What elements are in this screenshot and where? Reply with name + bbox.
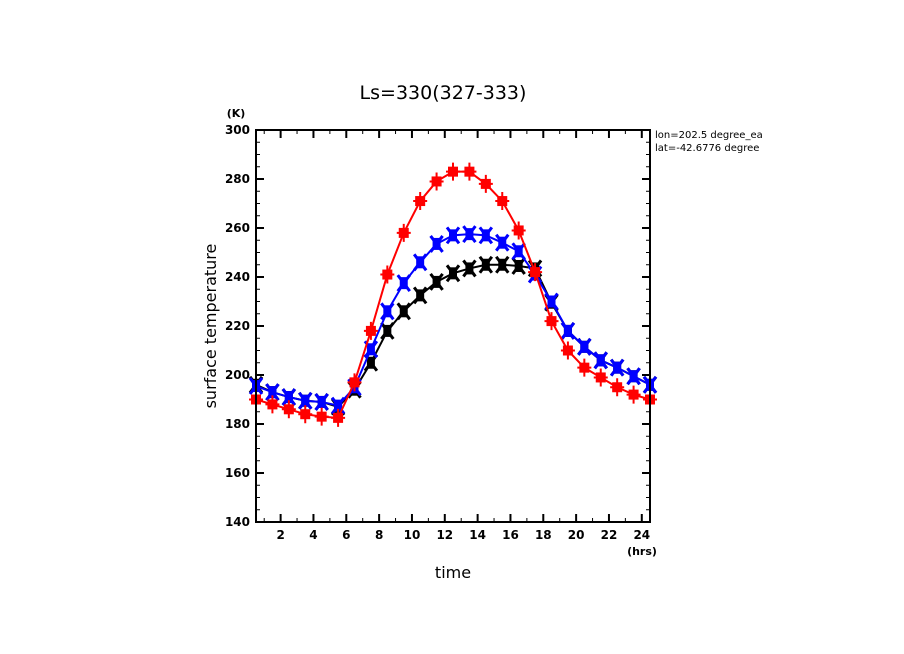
data-point-blue <box>265 383 280 402</box>
data-point-blue <box>429 235 444 253</box>
y-tick-label: 160 <box>225 466 250 480</box>
data-point-red <box>363 321 378 340</box>
data-point-blue <box>380 302 395 321</box>
data-point-red <box>331 408 346 427</box>
series-red <box>249 162 657 427</box>
series-blue <box>248 225 658 415</box>
data-point-black <box>462 259 477 278</box>
annotation-lon: lon=202.5 degree_ea <box>655 130 763 141</box>
x-unit-label: (hrs) <box>627 545 657 558</box>
data-point-red <box>281 400 296 419</box>
x-tick-label: 12 <box>436 528 453 542</box>
data-point-black <box>478 255 494 274</box>
data-point-red <box>560 341 575 360</box>
x-tick-label: 4 <box>309 528 317 542</box>
data-point-red <box>265 395 280 414</box>
data-point-red <box>314 407 329 426</box>
x-tick-label: 18 <box>535 528 552 542</box>
x-tick-label: 20 <box>568 528 585 542</box>
data-point-blue <box>445 226 461 245</box>
series-black <box>248 255 658 416</box>
data-point-blue <box>609 358 625 377</box>
data-point-black <box>412 286 428 305</box>
series-line-red <box>255 170 651 419</box>
x-tick-label: 2 <box>276 528 284 542</box>
data-point-blue <box>626 367 641 386</box>
y-tick-label: 180 <box>225 417 250 431</box>
x-axis-label: time <box>435 563 471 582</box>
y-tick-label: 260 <box>225 221 250 235</box>
data-point-red <box>511 221 526 240</box>
data-point-red <box>495 192 510 211</box>
series-line-black <box>255 263 651 408</box>
data-point-blue <box>560 322 576 340</box>
data-point-red <box>298 405 313 424</box>
data-point-red <box>626 385 641 404</box>
data-point-blue <box>495 233 510 252</box>
x-tick-label: 22 <box>601 528 618 542</box>
plot-frame <box>255 129 651 523</box>
data-point-blue <box>281 388 297 406</box>
annotation-lat: lat=-42.6776 degree <box>655 143 759 154</box>
data-point-red <box>413 192 428 211</box>
data-point-red <box>462 162 477 181</box>
y-tick-label: 200 <box>225 368 250 382</box>
data-point-black <box>511 257 526 275</box>
data-point-red <box>429 172 444 191</box>
x-tick-label: 6 <box>342 528 350 542</box>
data-point-red <box>593 368 608 387</box>
x-tick-label: 14 <box>469 528 486 542</box>
data-point-blue <box>462 225 477 244</box>
data-point-red <box>478 174 493 193</box>
data-point-red <box>446 162 460 181</box>
data-point-red <box>577 358 592 377</box>
data-point-red <box>347 373 362 392</box>
x-tick-label: 16 <box>502 528 519 542</box>
data-point-red <box>610 378 625 397</box>
x-tick-label: 10 <box>404 528 421 542</box>
data-point-blue <box>478 226 494 245</box>
data-point-black <box>396 302 411 321</box>
y-unit-label: (K) <box>227 107 246 120</box>
data-point-black <box>429 273 444 291</box>
data-point-black <box>445 264 461 283</box>
y-tick-label: 220 <box>225 319 250 333</box>
data-point-red <box>380 265 395 284</box>
data-point-blue <box>577 337 592 356</box>
y-tick-label: 240 <box>225 270 250 284</box>
series-group <box>248 162 658 427</box>
data-point-blue <box>511 242 526 261</box>
data-point-black <box>495 255 510 274</box>
series-line-blue <box>255 233 651 407</box>
y-tick-label: 280 <box>225 172 250 186</box>
data-point-blue <box>314 393 329 411</box>
data-point-blue <box>412 253 428 272</box>
data-point-red <box>528 263 543 282</box>
y-tick-label: 300 <box>225 123 250 137</box>
y-tick-label: 140 <box>225 515 250 529</box>
chart-title: Ls=330(327-333) <box>360 82 527 104</box>
y-axis-label: surface temperature <box>201 244 220 409</box>
x-tick-label: 24 <box>633 528 650 542</box>
data-point-blue <box>298 391 313 410</box>
x-tick-label: 8 <box>375 528 383 542</box>
data-point-black <box>380 322 395 340</box>
data-point-blue <box>396 274 411 293</box>
data-point-red <box>544 312 559 331</box>
data-point-red <box>396 223 411 242</box>
data-point-blue <box>593 351 608 370</box>
